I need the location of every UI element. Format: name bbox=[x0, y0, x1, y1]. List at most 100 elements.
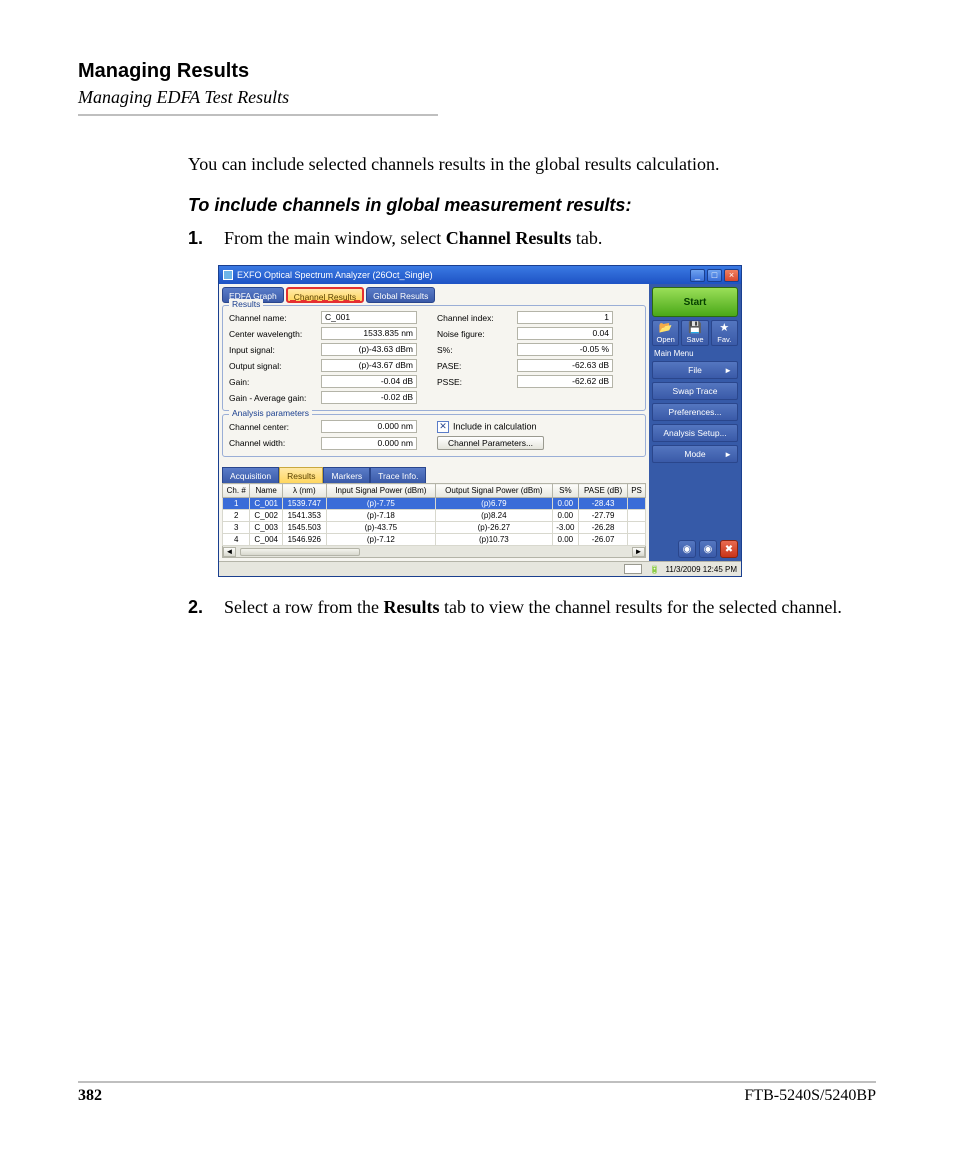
table-cell: 0.00 bbox=[552, 510, 578, 522]
table-cell: C_002 bbox=[250, 510, 283, 522]
table-row[interactable]: 1C_0011539.747(p)-7.75(p)6.790.00-28.43 bbox=[223, 498, 646, 510]
value-channel-width: 0.000 nm bbox=[321, 437, 417, 450]
table-cell bbox=[628, 534, 646, 546]
value-pase: -62.63 dB bbox=[517, 359, 613, 372]
table-row[interactable]: 4C_0041546.926(p)-7.12(p)10.730.00-26.07 bbox=[223, 534, 646, 546]
document-id: FTB-5240S/5240BP bbox=[744, 1087, 876, 1105]
scroll-right-icon[interactable]: ► bbox=[632, 547, 645, 557]
label-channel-width: Channel width: bbox=[229, 438, 321, 448]
table-cell: 1539.747 bbox=[282, 498, 326, 510]
heading-rule bbox=[78, 114, 438, 116]
tab-global-results[interactable]: Global Results bbox=[366, 287, 435, 303]
table-cell: (p)-26.27 bbox=[436, 522, 553, 534]
status-icon bbox=[624, 564, 642, 574]
star-icon: ★ bbox=[719, 323, 729, 334]
value-psse: -62.62 dB bbox=[517, 375, 613, 388]
value-center-wavelength: 1533.835 nm bbox=[321, 327, 417, 340]
table-cell: (p)-7.12 bbox=[326, 534, 435, 546]
table-cell bbox=[628, 510, 646, 522]
table-cell: (p)10.73 bbox=[436, 534, 553, 546]
channel-parameters-button[interactable]: Channel Parameters... bbox=[437, 436, 544, 450]
stop-button[interactable]: ✖ bbox=[720, 540, 738, 558]
info-button-1[interactable]: ◉ bbox=[678, 540, 696, 558]
status-time: 11/3/2009 12:45 PM bbox=[666, 565, 737, 574]
file-menu-button[interactable]: File► bbox=[652, 361, 738, 379]
preferences-button[interactable]: Preferences... bbox=[652, 403, 738, 421]
save-icon: 💾 bbox=[688, 323, 702, 334]
table-cell: 0.00 bbox=[552, 534, 578, 546]
intro-paragraph: You can include selected channels result… bbox=[188, 152, 876, 177]
tab-acquisition[interactable]: Acquisition bbox=[222, 467, 279, 483]
app-icon bbox=[223, 270, 233, 280]
top-tabs: EDFA Graph Channel Results Global Result… bbox=[222, 287, 646, 303]
app-window: EXFO Optical Spectrum Analyzer (26Oct_Si… bbox=[218, 265, 742, 577]
horizontal-scrollbar[interactable]: ◄ ► bbox=[222, 546, 646, 558]
table-cell: -27.79 bbox=[579, 510, 628, 522]
open-button[interactable]: 📂Open bbox=[652, 320, 679, 346]
value-gain: -0.04 dB bbox=[321, 375, 417, 388]
step-2-post: tab to view the channel results for the … bbox=[439, 597, 841, 617]
value-channel-name: C_001 bbox=[321, 311, 417, 324]
th-s-percent[interactable]: S% bbox=[552, 484, 578, 498]
label-s-percent: S%: bbox=[437, 345, 517, 355]
tab-results[interactable]: Results bbox=[279, 467, 323, 483]
section-title: Managing Results bbox=[78, 60, 876, 83]
table-cell: 4 bbox=[223, 534, 250, 546]
maximize-button[interactable]: □ bbox=[707, 269, 722, 282]
table-cell: C_003 bbox=[250, 522, 283, 534]
th-input-power[interactable]: Input Signal Power (dBm) bbox=[326, 484, 435, 498]
folder-open-icon: 📂 bbox=[659, 323, 673, 334]
value-channel-center: 0.000 nm bbox=[321, 420, 417, 433]
th-ch[interactable]: Ch. # bbox=[223, 484, 250, 498]
th-output-power[interactable]: Output Signal Power (dBm) bbox=[436, 484, 553, 498]
value-noise-figure: 0.04 bbox=[517, 327, 613, 340]
table-cell: -26.28 bbox=[579, 522, 628, 534]
table-cell: 1546.926 bbox=[282, 534, 326, 546]
table-cell: (p)-43.75 bbox=[326, 522, 435, 534]
tab-channel-results[interactable]: Channel Results bbox=[286, 287, 364, 303]
table-cell bbox=[628, 522, 646, 534]
table-row[interactable]: 3C_0031545.503(p)-43.75(p)-26.27-3.00-26… bbox=[223, 522, 646, 534]
include-checkbox[interactable]: ✕ bbox=[437, 421, 449, 433]
swap-trace-button[interactable]: Swap Trace bbox=[652, 382, 738, 400]
titlebar: EXFO Optical Spectrum Analyzer (26Oct_Si… bbox=[219, 266, 741, 284]
value-channel-index: 1 bbox=[517, 311, 613, 324]
table-cell: 1545.503 bbox=[282, 522, 326, 534]
mode-menu-button[interactable]: Mode► bbox=[652, 445, 738, 463]
th-pase[interactable]: PASE (dB) bbox=[579, 484, 628, 498]
th-ps[interactable]: PS bbox=[628, 484, 646, 498]
close-button[interactable]: × bbox=[724, 269, 739, 282]
scroll-left-icon[interactable]: ◄ bbox=[223, 547, 236, 557]
label-channel-index: Channel index: bbox=[437, 313, 517, 323]
label-noise-figure: Noise figure: bbox=[437, 329, 517, 339]
label-channel-name: Channel name: bbox=[229, 313, 321, 323]
label-input-signal: Input signal: bbox=[229, 345, 321, 355]
chevron-right-icon: ► bbox=[724, 450, 732, 459]
save-button[interactable]: 💾Save bbox=[681, 320, 708, 346]
fav-button[interactable]: ★Fav. bbox=[711, 320, 738, 346]
tab-trace-info[interactable]: Trace Info. bbox=[370, 467, 426, 483]
table-cell: (p)8.24 bbox=[436, 510, 553, 522]
minimize-button[interactable]: _ bbox=[690, 269, 705, 282]
info-button-2[interactable]: ◉ bbox=[699, 540, 717, 558]
results-fieldset: Results Channel name: C_001 Channel inde… bbox=[222, 305, 646, 411]
th-name[interactable]: Name bbox=[250, 484, 283, 498]
label-channel-center: Channel center: bbox=[229, 422, 321, 432]
main-menu-label: Main Menu bbox=[652, 349, 738, 358]
window-title: EXFO Optical Spectrum Analyzer (26Oct_Si… bbox=[237, 270, 433, 280]
table-cell: (p)6.79 bbox=[436, 498, 553, 510]
scroll-thumb[interactable] bbox=[240, 548, 360, 556]
value-gain-avg: -0.02 dB bbox=[321, 391, 417, 404]
table-cell: 1 bbox=[223, 498, 250, 510]
tab-markers[interactable]: Markers bbox=[323, 467, 370, 483]
start-button[interactable]: Start bbox=[652, 287, 738, 317]
table-row[interactable]: 2C_0021541.353(p)-7.18(p)8.240.00-27.79 bbox=[223, 510, 646, 522]
instruction-title: To include channels in global measuremen… bbox=[188, 195, 876, 216]
analysis-params-fieldset: Analysis parameters Channel center: 0.00… bbox=[222, 414, 646, 457]
step-1-post: tab. bbox=[571, 228, 602, 248]
table-cell: 3 bbox=[223, 522, 250, 534]
th-lambda[interactable]: λ (nm) bbox=[282, 484, 326, 498]
table-cell: C_004 bbox=[250, 534, 283, 546]
analysis-setup-button[interactable]: Analysis Setup... bbox=[652, 424, 738, 442]
step-2-bold: Results bbox=[383, 597, 439, 617]
